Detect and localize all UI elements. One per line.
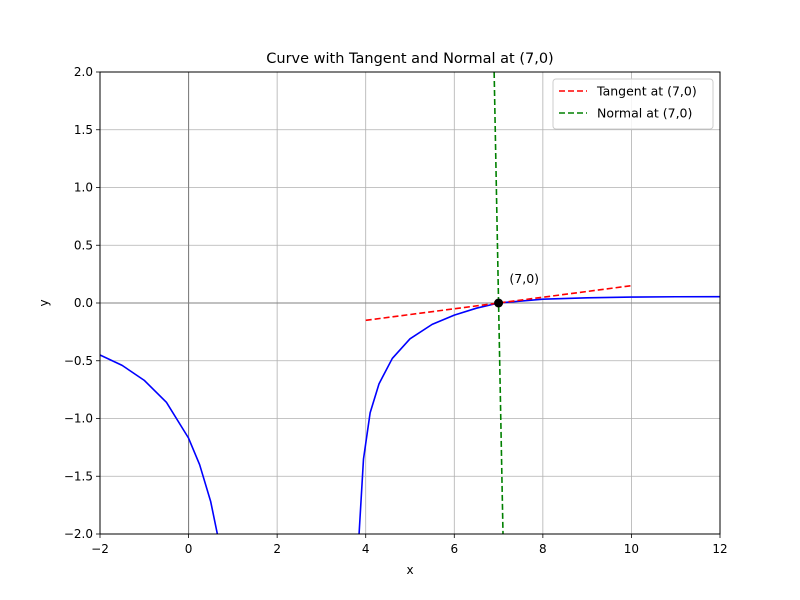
x-tick-label-7: 12 — [712, 542, 727, 556]
y-tick-label-3: −0.5 — [64, 354, 93, 368]
reference-axes — [100, 72, 720, 534]
point-marker — [494, 298, 504, 308]
y-axis-label: y — [37, 299, 51, 306]
y-tick-label-1: −1.5 — [64, 469, 93, 483]
x-axis-label: x — [406, 563, 413, 577]
y-tick-label-8: 2.0 — [74, 65, 93, 79]
legend: Tangent at (7,0) Normal at (7,0) — [552, 78, 714, 130]
chart-title: Curve with Tangent and Normal at (7,0) — [266, 51, 553, 67]
x-tick-label-6: 10 — [624, 542, 639, 556]
x-tick-label-2: 2 — [273, 542, 281, 556]
x-tick-label-5: 8 — [539, 542, 547, 556]
y-tick-label-0: −2.0 — [64, 527, 93, 541]
y-tick-label-2: −1.0 — [64, 412, 93, 426]
y-ticks: −2.0 −1.5 −1.0 −0.5 0.0 0.5 1.0 1.5 2.0 — [64, 65, 100, 541]
legend-label-1: Normal at (7,0) — [597, 106, 692, 121]
y-tick-label-7: 1.5 — [74, 123, 93, 137]
x-tick-label-3: 4 — [362, 542, 370, 556]
x-tick-label-4: 6 — [450, 542, 458, 556]
curve-segment-0 — [100, 354, 219, 534]
x-tick-label-0: −2 — [91, 542, 109, 556]
y-tick-label-4: 0.0 — [74, 296, 93, 310]
legend-box — [552, 78, 714, 130]
normal-line — [493, 72, 504, 534]
point-annotation: (7,0) — [509, 271, 539, 286]
series-layer — [100, 72, 720, 534]
x-ticks: −2 0 2 4 6 8 10 12 — [91, 534, 728, 556]
y-tick-label-5: 0.5 — [74, 238, 93, 252]
curve-segment-1 — [358, 295, 720, 534]
legend-label-0: Tangent at (7,0) — [596, 84, 697, 99]
y-tick-label-6: 1.0 — [74, 181, 93, 195]
point-layer: (7,0) — [494, 271, 539, 308]
x-tick-label-1: 0 — [185, 542, 193, 556]
